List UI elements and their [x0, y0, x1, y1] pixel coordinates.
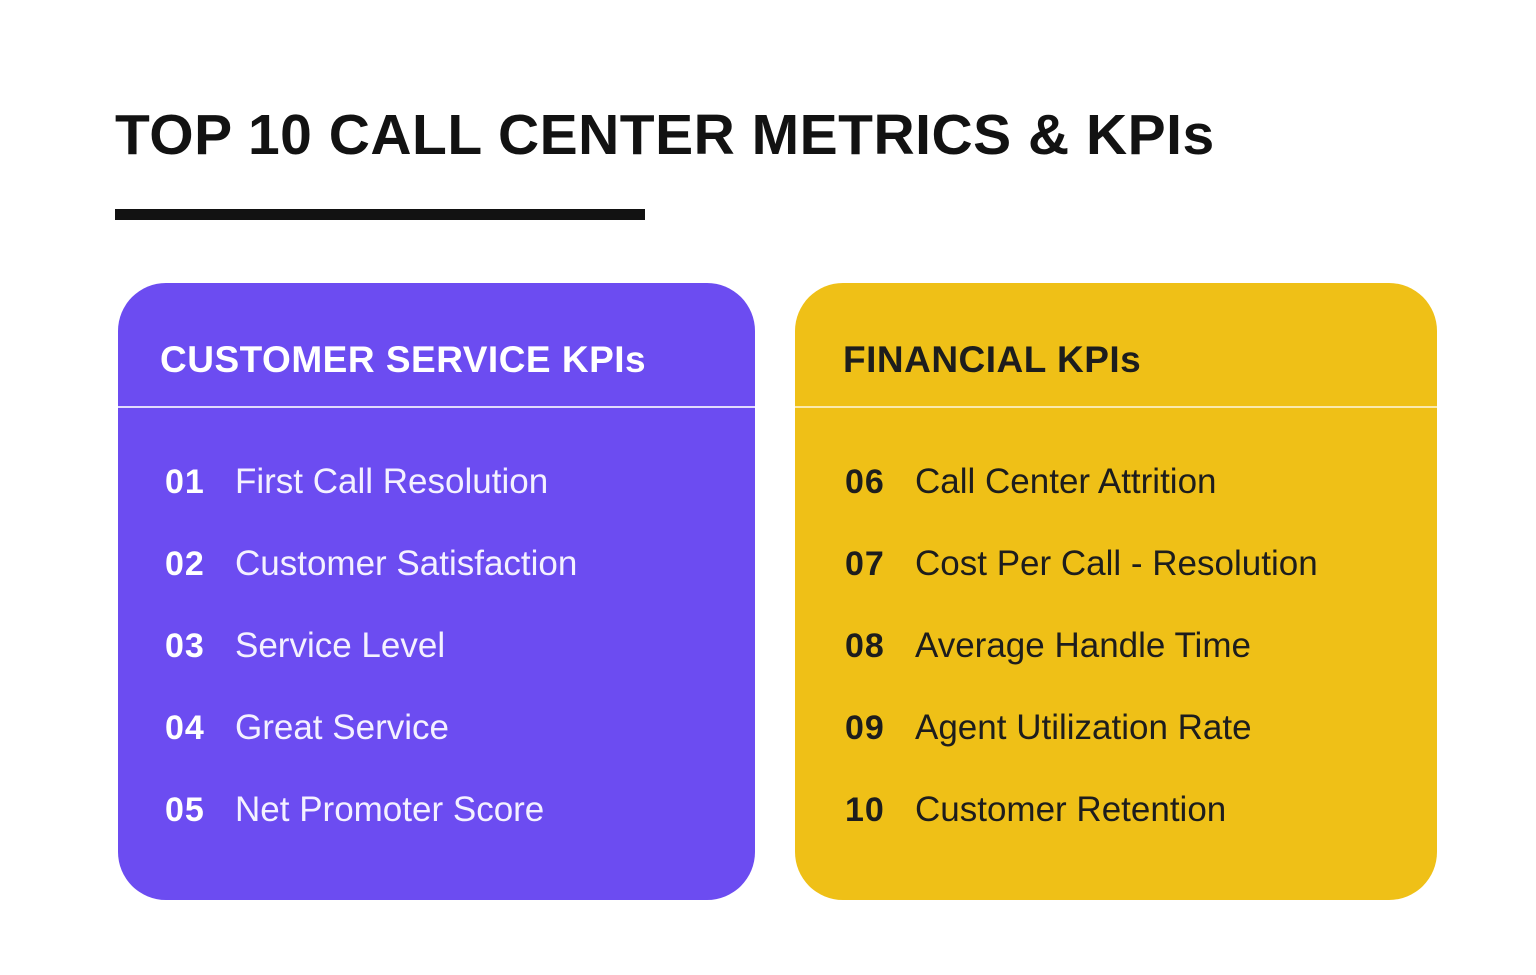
kpi-row: 10 Customer Retention [795, 769, 1437, 851]
financial-card-divider [795, 406, 1437, 408]
kpi-label: Service Level [235, 626, 446, 665]
kpi-number: 05 [165, 790, 205, 829]
kpi-number: 10 [845, 790, 885, 829]
kpi-number: 03 [165, 626, 205, 665]
financial-kpis-card: FINANCIAL KPIs 06 Call Center Attrition … [795, 283, 1437, 900]
kpi-row: 03 Service Level [118, 605, 755, 687]
kpi-label: Net Promoter Score [235, 790, 545, 829]
title-underline [115, 209, 645, 220]
kpi-row: 01 First Call Resolution [118, 441, 755, 523]
kpi-number: 02 [165, 544, 205, 583]
kpi-row: 04 Great Service [118, 687, 755, 769]
customer-card-header: CUSTOMER SERVICE KPIs [118, 283, 755, 406]
kpi-label: Customer Satisfaction [235, 544, 578, 583]
kpi-label: First Call Resolution [235, 462, 549, 501]
customer-card-divider [118, 406, 755, 408]
kpi-label: Cost Per Call - Resolution [915, 544, 1318, 583]
kpi-number: 08 [845, 626, 885, 665]
kpi-label: Great Service [235, 708, 449, 747]
kpi-label: Average Handle Time [915, 626, 1251, 665]
kpi-label: Call Center Attrition [915, 462, 1217, 501]
kpi-number: 06 [845, 462, 885, 501]
financial-kpi-list: 06 Call Center Attrition 07 Cost Per Cal… [795, 408, 1437, 851]
kpi-number: 04 [165, 708, 205, 747]
kpi-number: 07 [845, 544, 885, 583]
customer-kpi-list: 01 First Call Resolution 02 Customer Sat… [118, 408, 755, 851]
kpi-row: 08 Average Handle Time [795, 605, 1437, 687]
kpi-label: Agent Utilization Rate [915, 708, 1252, 747]
kpi-row: 06 Call Center Attrition [795, 441, 1437, 523]
kpi-number: 01 [165, 462, 205, 501]
page-title: TOP 10 CALL CENTER METRICS & KPIs [115, 103, 1215, 167]
financial-card-title: FINANCIAL KPIs [843, 338, 1142, 380]
kpi-row: 09 Agent Utilization Rate [795, 687, 1437, 769]
kpi-label: Customer Retention [915, 790, 1227, 829]
financial-card-header: FINANCIAL KPIs [795, 283, 1437, 406]
kpi-row: 07 Cost Per Call - Resolution [795, 523, 1437, 605]
customer-card-title: CUSTOMER SERVICE KPIs [160, 338, 647, 380]
kpi-row: 02 Customer Satisfaction [118, 523, 755, 605]
kpi-number: 09 [845, 708, 885, 747]
kpi-row: 05 Net Promoter Score [118, 769, 755, 851]
customer-service-kpis-card: CUSTOMER SERVICE KPIs 01 First Call Reso… [118, 283, 755, 900]
